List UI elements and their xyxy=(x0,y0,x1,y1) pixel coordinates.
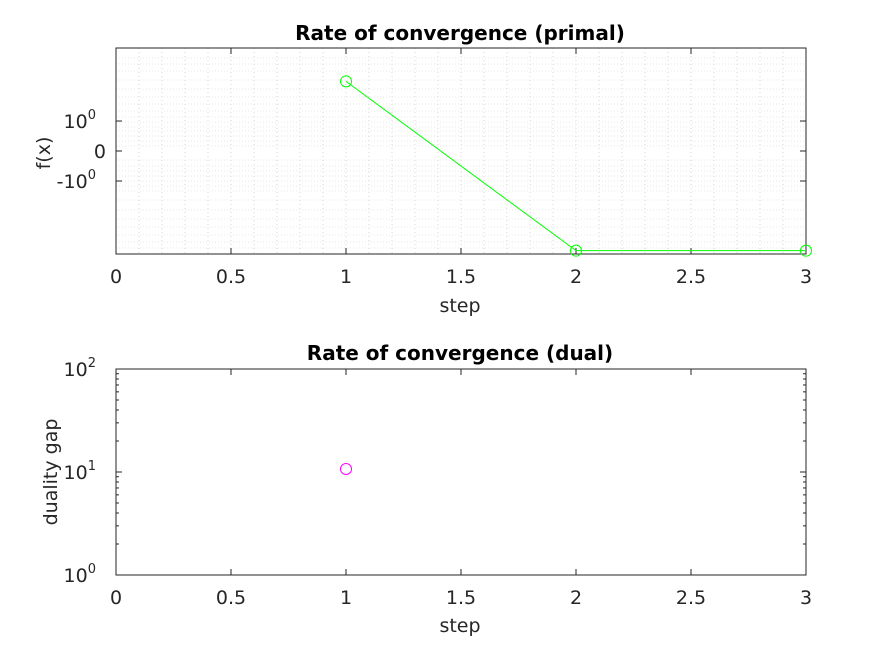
primal-series-line xyxy=(345,80,806,252)
primal-x-tick-label: 1.5 xyxy=(446,266,476,288)
primal-data-point xyxy=(570,244,582,257)
primal-data-point xyxy=(340,75,352,88)
primal-y-axis-label: f(x) xyxy=(33,137,55,170)
primal-chart: Rate of convergence (primal) 0 0.5 1 1.5 2 2.… xyxy=(33,21,812,317)
dual-x-tick-label: 1 xyxy=(340,587,352,609)
primal-x-axis-label: step xyxy=(439,295,480,317)
primal-x-tick-label: 0.5 xyxy=(216,266,246,288)
dual-y-axis-label: duality gap xyxy=(40,419,62,526)
dual-data-point xyxy=(340,462,352,475)
primal-x-tick-label: 2.5 xyxy=(676,266,706,288)
dual-x-tick-label: 0.5 xyxy=(216,587,246,609)
dual-x-axis-label: step xyxy=(439,615,480,637)
primal-y-axis: 100 0 -100 xyxy=(57,108,806,193)
dual-x-tick-label: 1.5 xyxy=(446,587,476,609)
dual-x-axis: 0 0.5 1 1.5 2 2.5 3 xyxy=(110,369,812,609)
primal-series xyxy=(340,75,812,257)
primal-y-tick-label: -100 xyxy=(57,168,96,193)
dual-x-tick-label: 3 xyxy=(800,587,812,609)
primal-x-tick-label: 0 xyxy=(110,266,122,288)
primal-x-tick-label: 1 xyxy=(340,266,352,288)
dual-y-axis: 100 101 102 xyxy=(64,356,806,587)
primal-data-point xyxy=(800,244,812,257)
dual-x-tick-label: 2 xyxy=(570,587,582,609)
primal-x-tick-label: 2 xyxy=(570,266,582,288)
dual-y-tick-label: 101 xyxy=(64,459,96,484)
primal-y-tick-label: 0 xyxy=(94,141,106,163)
primal-chart-title: Rate of convergence (primal) xyxy=(295,21,625,45)
dual-chart-title: Rate of convergence (dual) xyxy=(307,341,613,365)
primal-y-tick-label: 100 xyxy=(64,108,96,133)
dual-series xyxy=(340,462,352,475)
dual-x-tick-label: 0 xyxy=(110,587,122,609)
dual-chart: Rate of convergence (dual) 0 0.5 1 1.5 2 2.5 3… xyxy=(40,341,812,637)
primal-x-axis: 0 0.5 1 1.5 2 2.5 3 xyxy=(110,48,812,288)
dual-y-tick-label: 100 xyxy=(64,562,96,587)
primal-x-tick-label: 3 xyxy=(800,266,812,288)
dual-y-tick-label: 102 xyxy=(64,356,96,381)
dual-x-tick-label: 2.5 xyxy=(676,587,706,609)
